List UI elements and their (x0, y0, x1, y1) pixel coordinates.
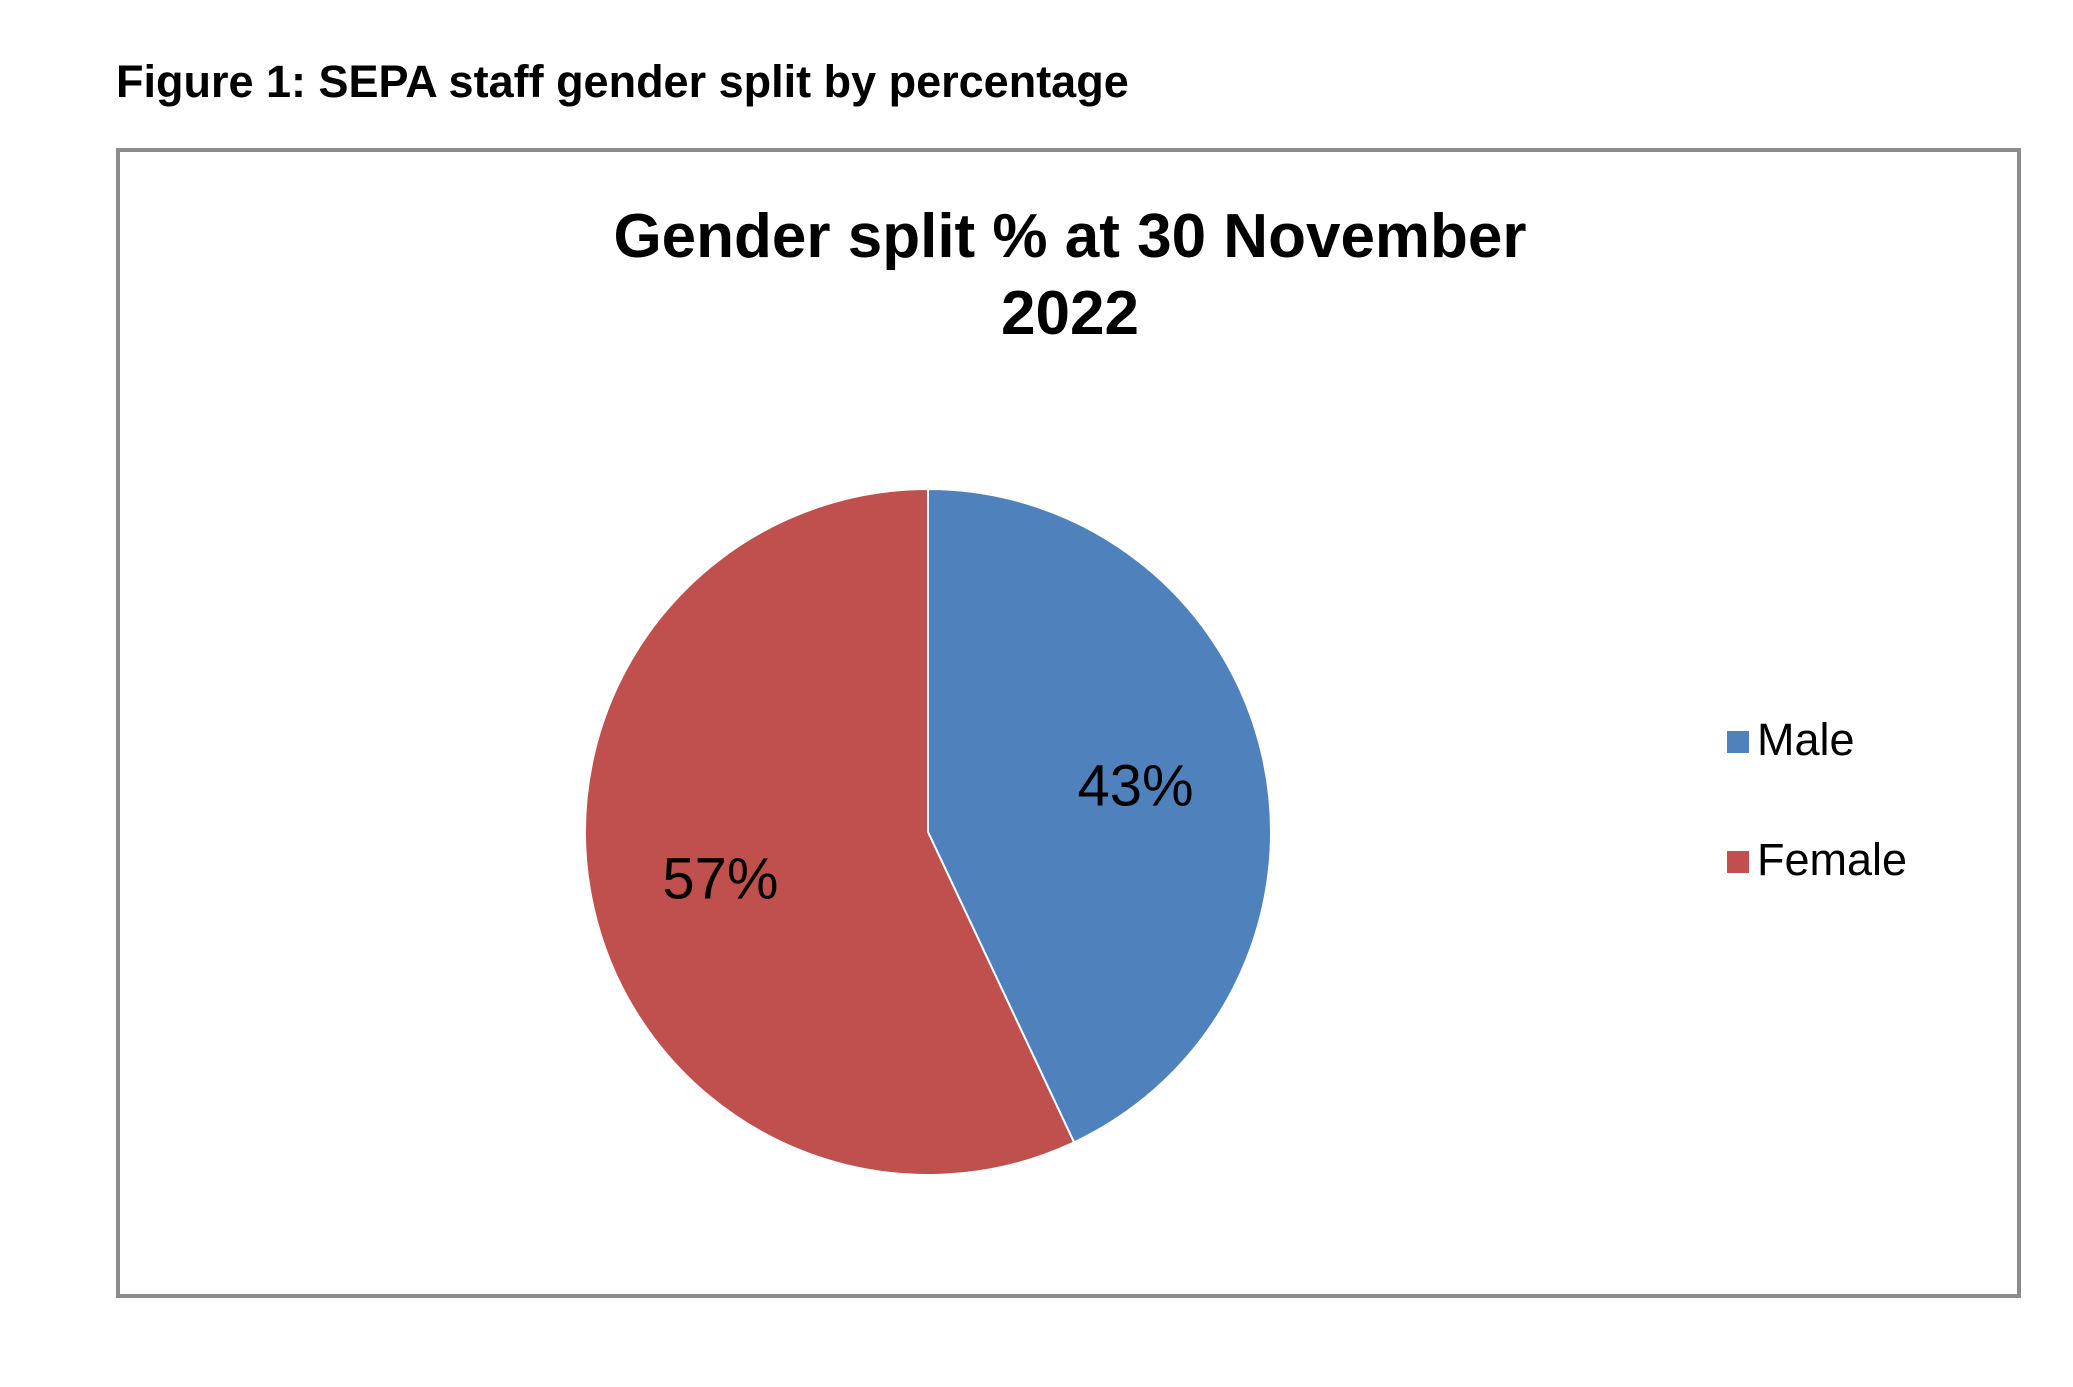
pie-slice-male (927, 487, 1272, 1144)
pie-slice-female (584, 487, 1076, 1176)
legend-swatch-male (1727, 731, 1749, 753)
data-label-male: 43% (1077, 754, 1193, 819)
legend-label-male: Male (1757, 714, 1855, 765)
figure-title: Figure 1: SEPA staff gender split by per… (116, 56, 1129, 107)
legend-swatch-female (1727, 851, 1749, 873)
legend-label-female: Female (1757, 834, 1907, 885)
data-label-female: 57% (662, 846, 778, 911)
chart-title-line-2: 2022 (1001, 279, 1139, 348)
chart-title-line-1: Gender split % at 30 November (613, 202, 1526, 271)
chart-frame (116, 148, 2021, 1298)
